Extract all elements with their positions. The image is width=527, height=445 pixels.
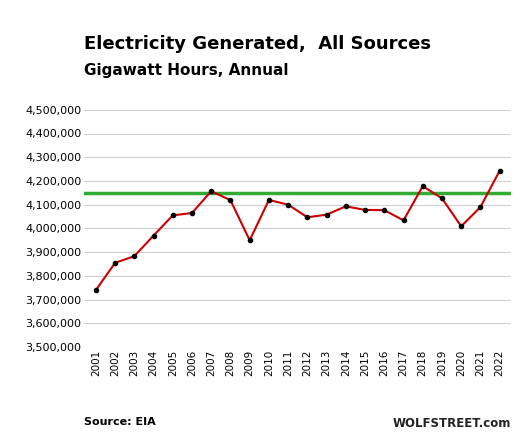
Text: WOLFSTREET.com: WOLFSTREET.com — [393, 417, 511, 430]
Text: Electricity Generated,  All Sources: Electricity Generated, All Sources — [84, 35, 431, 53]
Text: Source: EIA: Source: EIA — [84, 417, 156, 427]
Text: Gigawatt Hours, Annual: Gigawatt Hours, Annual — [84, 63, 289, 78]
